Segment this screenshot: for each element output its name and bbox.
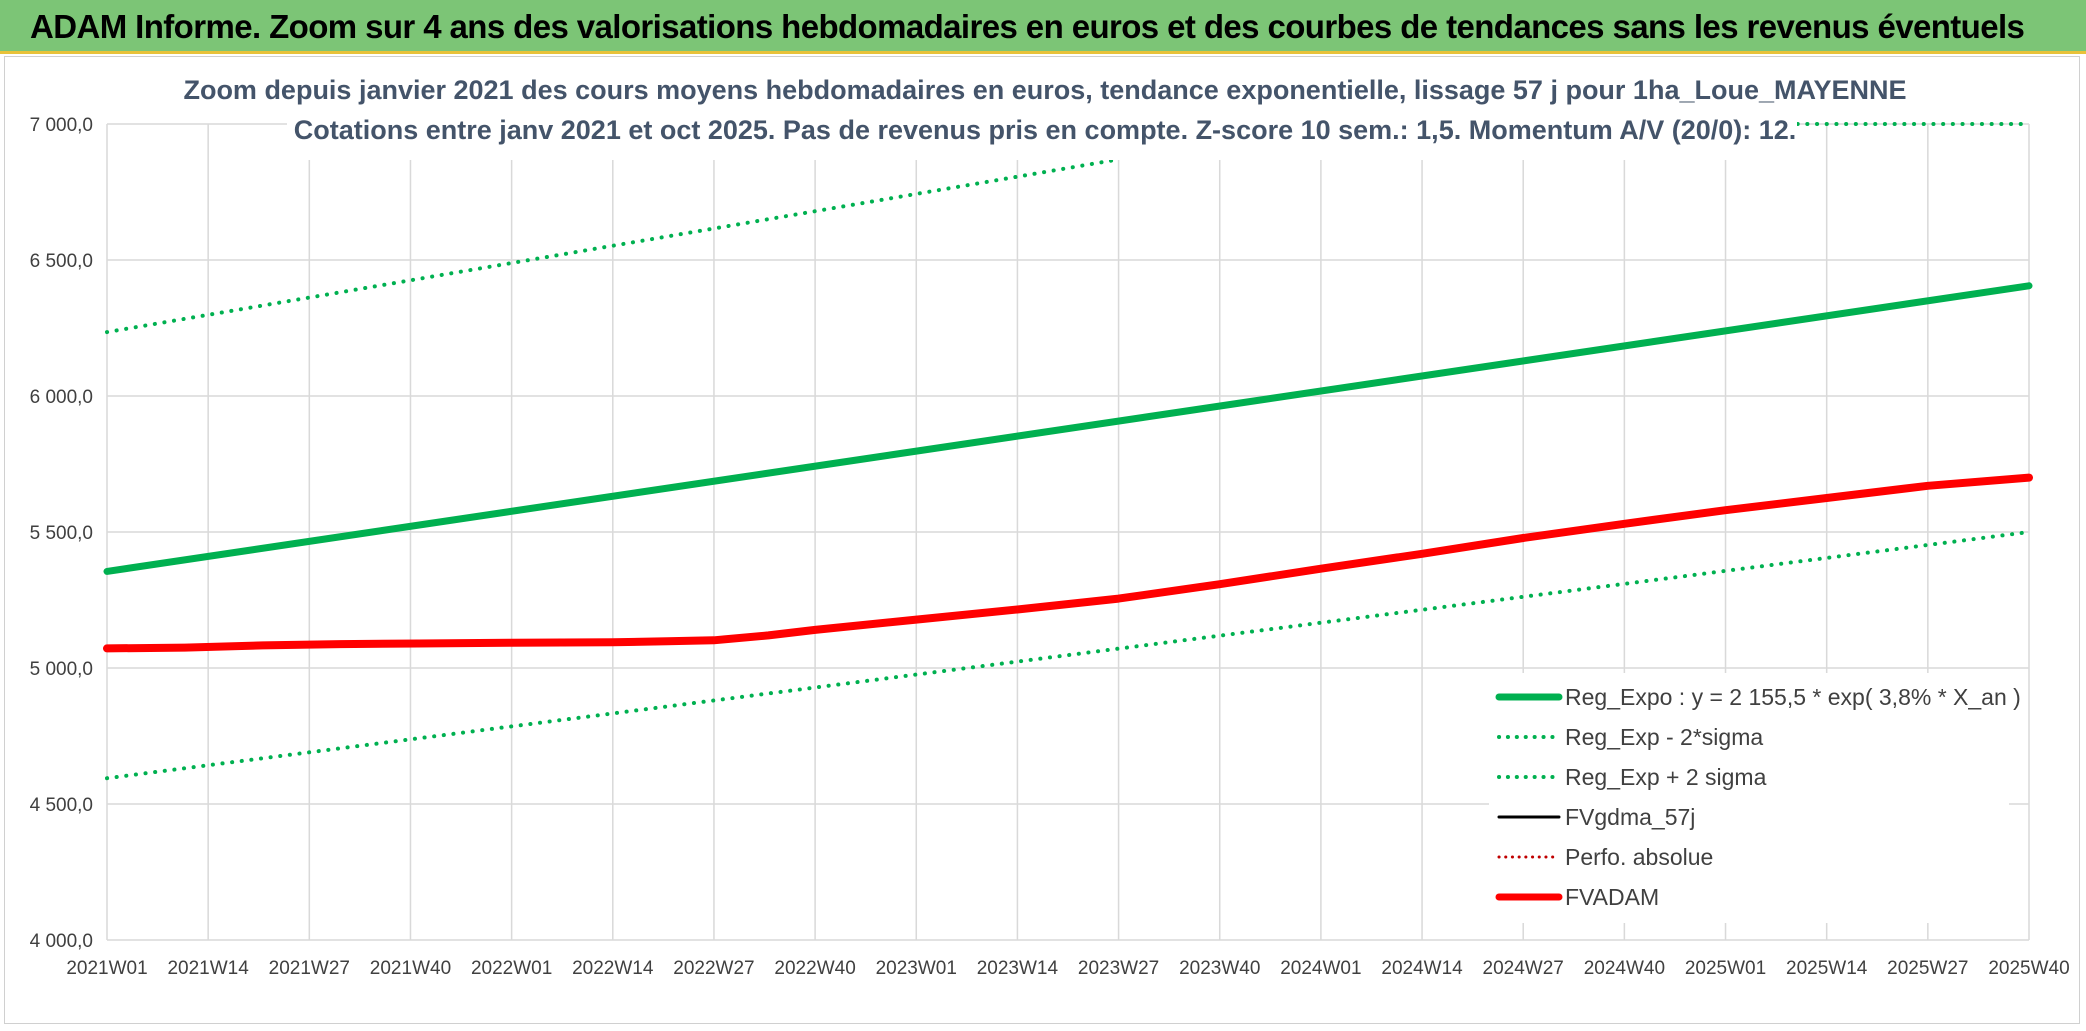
x-tick-label: 2025W27 bbox=[1887, 958, 1968, 979]
legend-entry: FVgdma_57j bbox=[1565, 804, 1695, 830]
x-tick-label: 2024W01 bbox=[1280, 958, 1361, 979]
x-tick-label: 2023W01 bbox=[876, 958, 957, 979]
legend-entry: Reg_Expo : y = 2 155,5 * exp( 3,8% * X_a… bbox=[1565, 684, 2021, 710]
x-tick-label: 2025W40 bbox=[1988, 958, 2069, 979]
report-title: ADAM Informe. Zoom sur 4 ans des valoris… bbox=[30, 8, 2025, 45]
chart-frame: 2021W01 2021W14 2021W27 2021W40 2022W01 2022W… bbox=[4, 56, 2080, 1024]
x-tick-label: 2024W27 bbox=[1483, 958, 1564, 979]
legend-entry: Reg_Exp + 2 sigma bbox=[1565, 764, 1767, 790]
chart-title-line: Zoom depuis janvier 2021 des cours moyen… bbox=[183, 75, 1906, 105]
chart-title-line: Cotations entre janv 2021 et oct 2025. P… bbox=[294, 115, 1797, 145]
x-tick-label: 2025W14 bbox=[1786, 958, 1868, 979]
series-reg-expo-y-2-155-5-exp-3-8-x-an-line bbox=[103, 282, 2033, 575]
series-fvadam-line bbox=[103, 473, 2033, 653]
legend-background bbox=[1489, 673, 2009, 923]
report-banner: ADAM Informe. Zoom sur 4 ans des valoris… bbox=[0, 0, 2086, 54]
x-tick-label: 2021W27 bbox=[269, 958, 350, 979]
x-tick-label: 2022W01 bbox=[471, 958, 552, 979]
legend-entry: Perfo. absolue bbox=[1565, 844, 1713, 870]
trend-chart: 2021W01 2021W14 2021W27 2021W40 2022W01 2022W… bbox=[30, 60, 2070, 979]
x-tick-label: 2025W01 bbox=[1685, 958, 1766, 979]
x-tick-label: 2022W14 bbox=[572, 958, 654, 979]
legend-entry: FVADAM bbox=[1565, 884, 1659, 910]
x-tick-label: 2023W14 bbox=[977, 958, 1059, 979]
series-reg-exp-2-sigma-line bbox=[105, 530, 2031, 781]
x-tick-label: 2024W40 bbox=[1584, 958, 1665, 979]
x-tick-label: 2024W14 bbox=[1381, 958, 1463, 979]
legend-entry: Reg_Exp - 2*sigma bbox=[1565, 724, 1763, 750]
y-tick-label: 4 500,0 bbox=[30, 795, 93, 816]
x-tick-label: 2021W14 bbox=[167, 958, 249, 979]
y-tick-label: 6 000,0 bbox=[30, 387, 93, 408]
y-tick-label: 7 000,0 bbox=[30, 115, 93, 136]
y-tick-label: 5 500,0 bbox=[30, 523, 93, 544]
y-tick-label: 4 000,0 bbox=[30, 931, 93, 952]
chart-title-background bbox=[287, 60, 1797, 160]
x-tick-label: 2022W27 bbox=[673, 958, 754, 979]
y-tick-label: 5 000,0 bbox=[30, 659, 93, 680]
x-tick-label: 2022W40 bbox=[774, 958, 855, 979]
x-tick-label: 2023W27 bbox=[1078, 958, 1159, 979]
y-tick-label: 6 500,0 bbox=[30, 251, 93, 272]
x-tick-label: 2021W01 bbox=[66, 958, 147, 979]
x-tick-label: 2021W40 bbox=[370, 958, 451, 979]
x-tick-label: 2023W40 bbox=[1179, 958, 1260, 979]
